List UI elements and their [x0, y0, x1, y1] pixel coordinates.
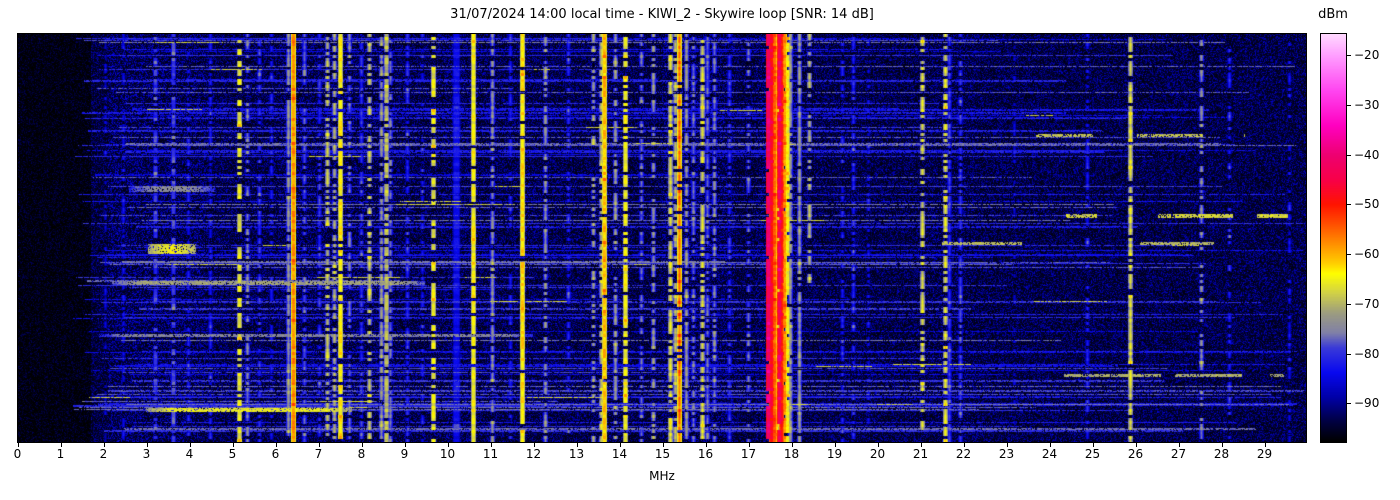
colorbar-tick-label: −70	[1354, 296, 1380, 311]
colorbar-gradient-canvas	[1321, 34, 1346, 442]
x-tick-label: 23	[998, 447, 1015, 461]
x-tick	[920, 443, 922, 447]
x-tick	[963, 443, 965, 447]
chart-title: 31/07/2024 14:00 local time - KIWI_2 - S…	[450, 7, 874, 22]
x-tick	[1092, 443, 1094, 447]
colorbar-tick	[1347, 55, 1351, 57]
colorbar-tick	[1347, 105, 1351, 107]
x-tick-label: 0	[13, 447, 22, 461]
x-tick	[705, 443, 707, 447]
x-tick	[662, 443, 664, 447]
x-tick-label: 10	[439, 447, 456, 461]
x-tick-label: 16	[697, 447, 714, 461]
colorbar-tick	[1347, 204, 1351, 206]
x-tick	[17, 443, 19, 447]
x-tick-label: 22	[955, 447, 972, 461]
x-tick	[619, 443, 621, 447]
x-tick	[361, 443, 363, 447]
colorbar-tick	[1347, 254, 1351, 256]
x-tick	[404, 443, 406, 447]
x-tick-label: 4	[185, 447, 194, 461]
colorbar-tick-label: −90	[1354, 396, 1380, 411]
x-tick-label: 1	[56, 447, 65, 461]
x-tick	[318, 443, 320, 447]
x-tick-label: 27	[1170, 447, 1187, 461]
x-tick-label: 18	[783, 447, 800, 461]
colorbar	[1320, 33, 1347, 443]
colorbar-tick-label: −40	[1354, 147, 1380, 162]
x-tick	[877, 443, 879, 447]
x-tick-label: 6	[271, 447, 280, 461]
x-tick-label: 24	[1041, 447, 1058, 461]
colorbar-tick-label: −50	[1354, 197, 1380, 212]
x-tick-label: 25	[1084, 447, 1101, 461]
x-tick	[1178, 443, 1180, 447]
colorbar-tick	[1347, 353, 1351, 355]
x-tick	[146, 443, 148, 447]
colorbar-tick-label: −20	[1354, 48, 1380, 63]
x-tick	[1221, 443, 1223, 447]
x-tick-label: 29	[1256, 447, 1273, 461]
x-tick-label: 2	[99, 447, 108, 461]
x-tick-label: 7	[314, 447, 323, 461]
x-tick	[1006, 443, 1008, 447]
x-tick	[576, 443, 578, 447]
x-tick-label: 11	[482, 447, 499, 461]
x-tick-label: 3	[142, 447, 151, 461]
x-tick	[490, 443, 492, 447]
x-tick-label: 9	[400, 447, 409, 461]
colorbar-tick-label: −80	[1354, 346, 1380, 361]
x-tick-label: 20	[869, 447, 886, 461]
x-tick	[447, 443, 449, 447]
x-tick-label: 17	[740, 447, 757, 461]
x-tick	[275, 443, 277, 447]
x-tick-label: 21	[912, 447, 929, 461]
x-tick	[791, 443, 793, 447]
x-tick	[103, 443, 105, 447]
colorbar-tick	[1347, 403, 1351, 405]
x-tick	[834, 443, 836, 447]
x-tick	[533, 443, 535, 447]
colorbar-unit-label: dBm	[1318, 7, 1348, 22]
waterfall-plot-area	[17, 33, 1307, 443]
x-tick-label: 26	[1127, 447, 1144, 461]
x-tick-label: 13	[568, 447, 585, 461]
x-tick	[1049, 443, 1051, 447]
x-tick	[1264, 443, 1266, 447]
x-tick	[1135, 443, 1137, 447]
x-tick	[189, 443, 191, 447]
colorbar-tick-label: −30	[1354, 98, 1380, 113]
x-tick	[60, 443, 62, 447]
waterfall-canvas	[18, 34, 1306, 442]
x-tick-label: 19	[826, 447, 843, 461]
x-tick-label: 28	[1213, 447, 1230, 461]
x-tick-label: 5	[228, 447, 237, 461]
x-tick-label: 8	[357, 447, 366, 461]
x-tick	[748, 443, 750, 447]
x-axis-label: MHz	[649, 469, 675, 483]
colorbar-tick-label: −60	[1354, 247, 1380, 262]
x-tick-label: 12	[525, 447, 542, 461]
colorbar-tick	[1347, 303, 1351, 305]
x-tick-label: 15	[654, 447, 671, 461]
colorbar-tick	[1347, 154, 1351, 156]
x-tick-label: 14	[611, 447, 628, 461]
x-tick	[232, 443, 234, 447]
